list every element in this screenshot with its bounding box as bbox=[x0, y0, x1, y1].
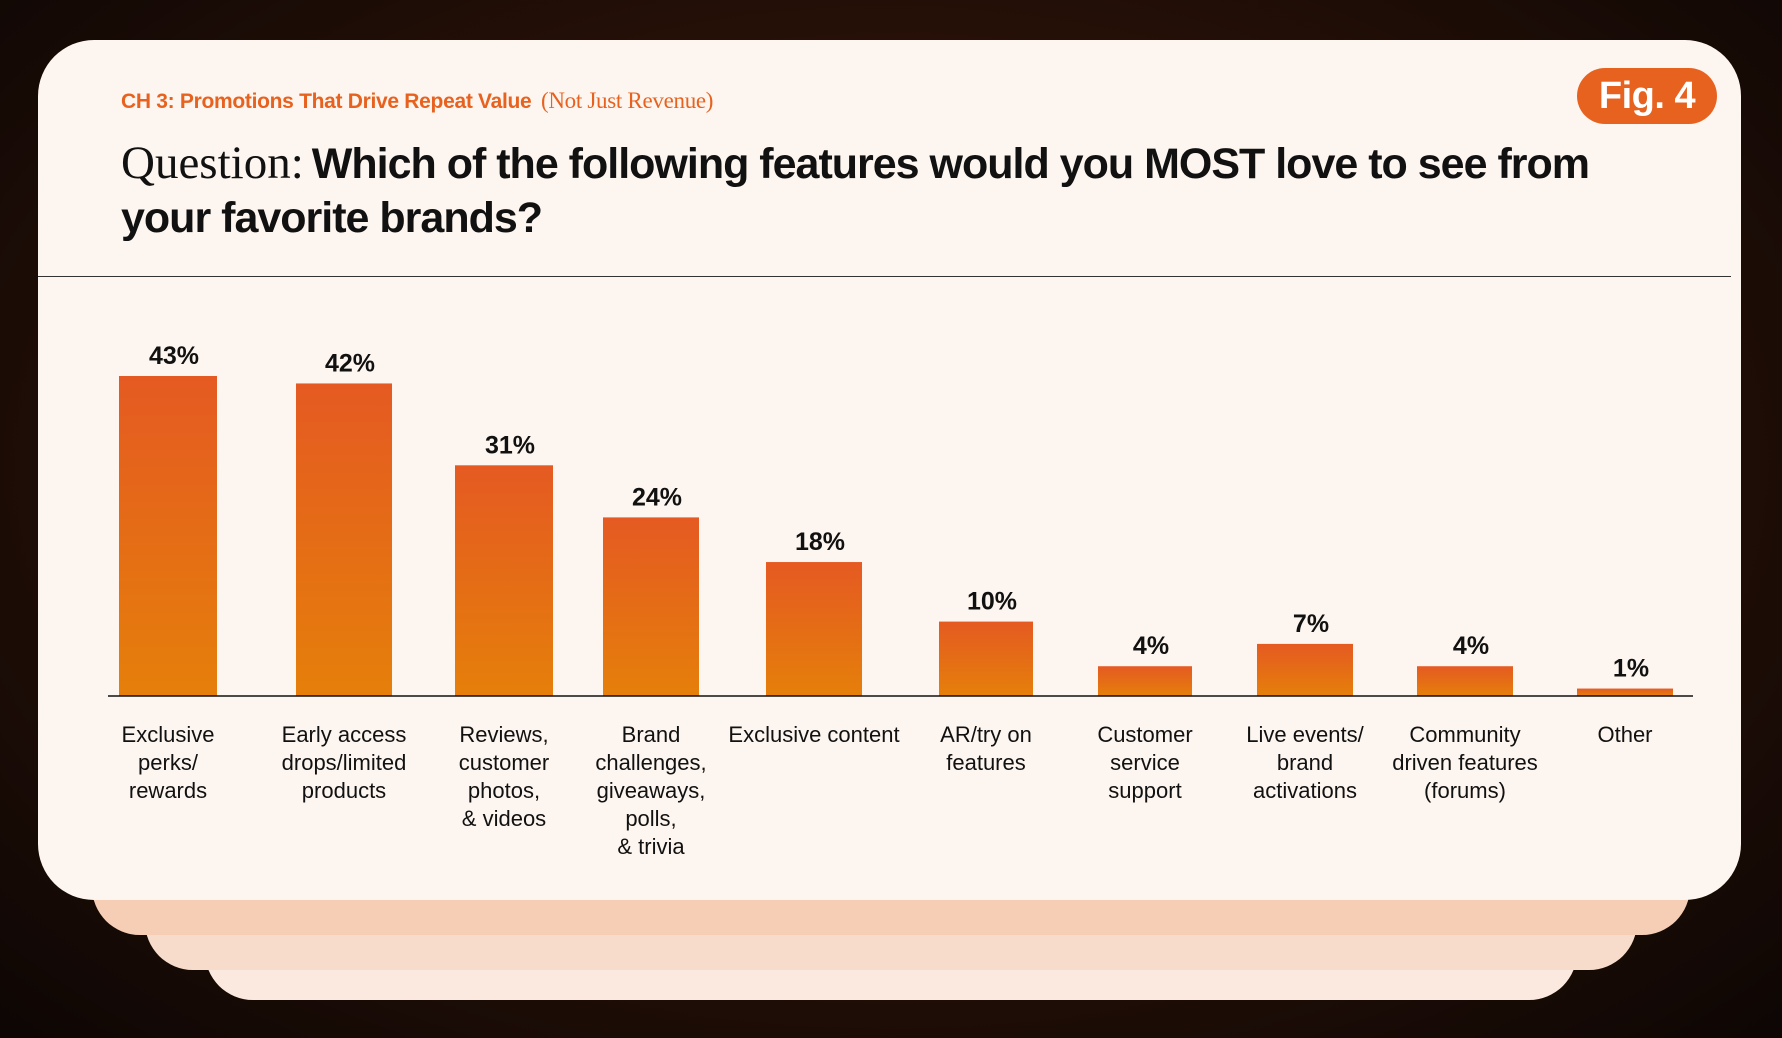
bar-7 bbox=[1098, 666, 1192, 696]
category-label-8: Live events/brand activations bbox=[1246, 722, 1364, 803]
value-label-7: 4% bbox=[1133, 632, 1169, 660]
value-label-2: 42% bbox=[325, 349, 375, 377]
bar-1 bbox=[119, 376, 217, 696]
chapter-title: CH 3: Promotions That Drive Repeat Value bbox=[121, 90, 532, 113]
bars-group bbox=[119, 376, 1673, 696]
question-prefix: Question: bbox=[121, 137, 304, 189]
bar-3 bbox=[455, 465, 553, 696]
value-label-9: 4% bbox=[1453, 632, 1489, 660]
bar-6 bbox=[939, 621, 1033, 696]
value-label-8: 7% bbox=[1293, 610, 1329, 638]
bar-2 bbox=[296, 383, 392, 696]
chapter-label: CH 3: Promotions That Drive Repeat Value… bbox=[121, 88, 713, 114]
question-text: Which of the following features would yo… bbox=[121, 140, 1590, 242]
category-label-10: Other bbox=[1597, 722, 1652, 747]
bar-4 bbox=[603, 517, 699, 696]
category-label-1: Exclusive perks/rewards bbox=[122, 722, 215, 803]
value-label-3: 31% bbox=[485, 431, 535, 459]
value-label-6: 10% bbox=[967, 588, 1017, 616]
value-labels-group: 43% 42% 31% 24% 18% 10% 4% 7% 4% 1% bbox=[149, 342, 1649, 683]
category-label-7: Customer service support bbox=[1097, 722, 1192, 803]
bar-9 bbox=[1417, 666, 1513, 696]
value-label-5: 18% bbox=[795, 528, 845, 556]
category-label-6: AR/try on features bbox=[940, 722, 1032, 775]
figure-card: CH 3: Promotions That Drive Repeat Value… bbox=[38, 40, 1741, 900]
category-label-9: Community driven features (forums) bbox=[1392, 722, 1538, 803]
category-label-5: Exclusive content bbox=[728, 722, 899, 747]
bar-chart: 43% 42% 31% 24% 18% 10% 4% 7% 4% 1% Exclusive perk… bbox=[108, 342, 1693, 859]
value-label-4: 24% bbox=[632, 483, 682, 511]
header-divider bbox=[38, 276, 1731, 277]
category-label-4: Brand challenges, giveaways, polls, & trivia bbox=[595, 722, 706, 859]
question-heading: Question: Which of the following features… bbox=[121, 136, 1681, 245]
value-label-1: 43% bbox=[149, 342, 199, 370]
bar-8 bbox=[1257, 643, 1353, 696]
category-labels-group: Exclusive perks/rewards Early access drops/… bbox=[122, 722, 1653, 859]
figure-badge: Fig. 4 bbox=[1577, 68, 1717, 124]
chapter-subtitle: (Not Just Revenue) bbox=[540, 88, 714, 113]
category-label-2: Early access drops/limited products bbox=[282, 722, 407, 803]
bar-10 bbox=[1577, 688, 1673, 696]
bar-5 bbox=[766, 562, 862, 696]
value-label-10: 1% bbox=[1613, 655, 1649, 683]
category-label-3: Reviews, customer photos, & videos bbox=[459, 722, 549, 831]
